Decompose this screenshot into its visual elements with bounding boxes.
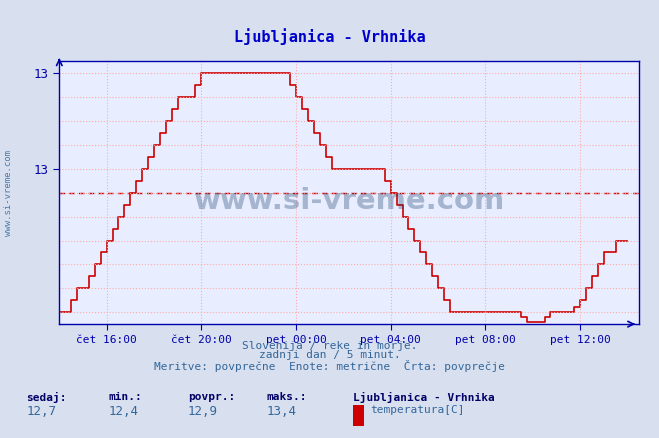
- Text: temperatura[C]: temperatura[C]: [370, 405, 465, 415]
- Text: www.si-vreme.com: www.si-vreme.com: [4, 150, 13, 236]
- Text: Ljubljanica - Vrhnika: Ljubljanica - Vrhnika: [234, 28, 425, 45]
- Text: Ljubljanica - Vrhnika: Ljubljanica - Vrhnika: [353, 392, 494, 403]
- Text: povpr.:: povpr.:: [188, 392, 235, 402]
- Text: 13,4: 13,4: [267, 405, 297, 418]
- Text: www.si-vreme.com: www.si-vreme.com: [194, 187, 505, 215]
- Text: 12,4: 12,4: [109, 405, 139, 418]
- Text: min.:: min.:: [109, 392, 142, 402]
- Text: zadnji dan / 5 minut.: zadnji dan / 5 minut.: [258, 350, 401, 360]
- Text: 12,7: 12,7: [26, 405, 57, 418]
- Text: maks.:: maks.:: [267, 392, 307, 402]
- Text: Slovenija / reke in morje.: Slovenija / reke in morje.: [242, 341, 417, 351]
- Text: Meritve: povprečne  Enote: metrične  Črta: povprečje: Meritve: povprečne Enote: metrične Črta:…: [154, 360, 505, 372]
- Text: 12,9: 12,9: [188, 405, 218, 418]
- Text: sedaj:: sedaj:: [26, 392, 67, 403]
